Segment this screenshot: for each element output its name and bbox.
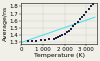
X-axis label: Temperature (K): Temperature (K) <box>34 53 85 58</box>
Y-axis label: Average/ns: Average/ns <box>3 6 8 41</box>
